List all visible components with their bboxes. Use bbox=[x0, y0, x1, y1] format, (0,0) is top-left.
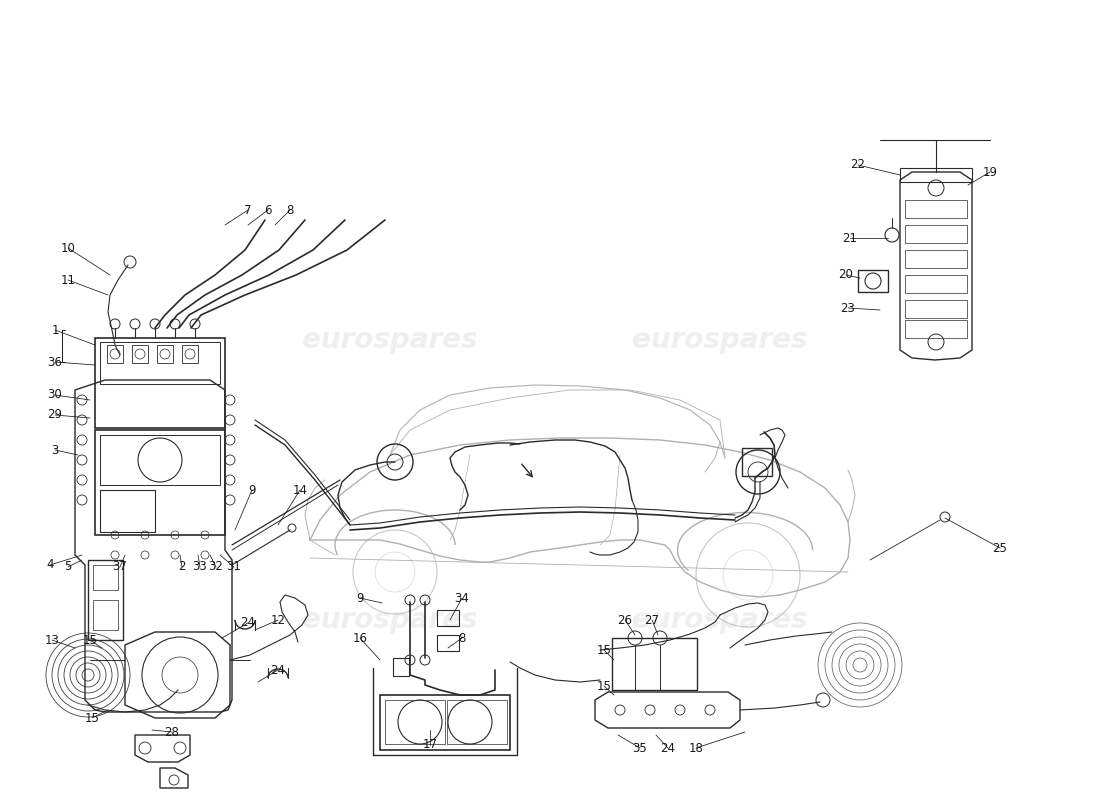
Text: 19: 19 bbox=[982, 166, 998, 178]
Text: 3: 3 bbox=[52, 443, 58, 457]
Text: 15: 15 bbox=[596, 679, 612, 693]
Text: 15: 15 bbox=[82, 634, 98, 646]
Text: 17: 17 bbox=[422, 738, 438, 751]
Text: 37: 37 bbox=[112, 561, 128, 574]
Text: 25: 25 bbox=[992, 542, 1008, 554]
Bar bbox=[95, 430, 226, 535]
Text: 13: 13 bbox=[45, 634, 59, 646]
Bar bbox=[612, 638, 697, 690]
Bar bbox=[437, 635, 459, 651]
Text: 16: 16 bbox=[352, 631, 367, 645]
Text: eurospares: eurospares bbox=[632, 326, 807, 354]
Text: 15: 15 bbox=[596, 643, 612, 657]
Bar bbox=[905, 250, 967, 268]
Text: 10: 10 bbox=[60, 242, 76, 254]
Text: 7: 7 bbox=[244, 203, 252, 217]
Text: 22: 22 bbox=[850, 158, 866, 171]
Bar bbox=[858, 270, 888, 292]
Text: eurospares: eurospares bbox=[302, 326, 477, 354]
Bar bbox=[100, 342, 220, 384]
Text: 1: 1 bbox=[52, 323, 58, 337]
Bar bbox=[94, 565, 118, 590]
Text: eurospares: eurospares bbox=[632, 606, 807, 634]
Text: 9: 9 bbox=[356, 591, 364, 605]
Text: 28: 28 bbox=[165, 726, 179, 738]
Text: 14: 14 bbox=[293, 483, 308, 497]
Bar bbox=[107, 345, 123, 363]
Bar bbox=[385, 700, 446, 744]
Bar bbox=[157, 345, 173, 363]
Text: 32: 32 bbox=[209, 561, 223, 574]
Bar bbox=[900, 168, 972, 182]
Text: 35: 35 bbox=[632, 742, 648, 754]
Text: 31: 31 bbox=[227, 561, 241, 574]
Text: 23: 23 bbox=[840, 302, 856, 314]
Bar bbox=[132, 345, 148, 363]
Bar bbox=[95, 338, 226, 428]
Text: 21: 21 bbox=[843, 231, 858, 245]
Bar bbox=[905, 320, 967, 338]
Text: 29: 29 bbox=[47, 409, 63, 422]
Text: 36: 36 bbox=[47, 355, 63, 369]
Bar bbox=[905, 200, 967, 218]
Bar bbox=[100, 435, 220, 485]
Bar bbox=[447, 700, 507, 744]
Text: 8: 8 bbox=[286, 203, 294, 217]
Text: 6: 6 bbox=[264, 203, 272, 217]
Text: 2: 2 bbox=[178, 561, 186, 574]
Bar bbox=[393, 658, 409, 676]
Text: 30: 30 bbox=[47, 389, 63, 402]
Text: 11: 11 bbox=[60, 274, 76, 286]
Text: 18: 18 bbox=[689, 742, 703, 754]
Text: 27: 27 bbox=[645, 614, 660, 626]
Text: 8: 8 bbox=[459, 631, 465, 645]
Bar bbox=[437, 610, 459, 626]
Bar bbox=[379, 695, 510, 750]
Text: 24: 24 bbox=[660, 742, 675, 754]
Bar bbox=[100, 490, 155, 532]
Bar bbox=[905, 275, 967, 293]
Text: 34: 34 bbox=[454, 591, 470, 605]
Text: 24: 24 bbox=[241, 617, 255, 630]
Bar bbox=[88, 560, 123, 640]
Text: 20: 20 bbox=[838, 269, 854, 282]
Text: 24: 24 bbox=[271, 663, 286, 677]
Bar bbox=[94, 600, 118, 630]
Text: 9: 9 bbox=[249, 483, 255, 497]
Text: 33: 33 bbox=[192, 561, 208, 574]
Bar bbox=[905, 300, 967, 318]
Bar bbox=[182, 345, 198, 363]
Text: 12: 12 bbox=[271, 614, 286, 626]
Bar bbox=[742, 448, 772, 476]
Text: 26: 26 bbox=[617, 614, 632, 626]
Text: 4: 4 bbox=[46, 558, 54, 571]
Text: 5: 5 bbox=[64, 561, 72, 574]
Text: 15: 15 bbox=[85, 711, 99, 725]
Bar bbox=[905, 225, 967, 243]
Text: eurospares: eurospares bbox=[302, 606, 477, 634]
